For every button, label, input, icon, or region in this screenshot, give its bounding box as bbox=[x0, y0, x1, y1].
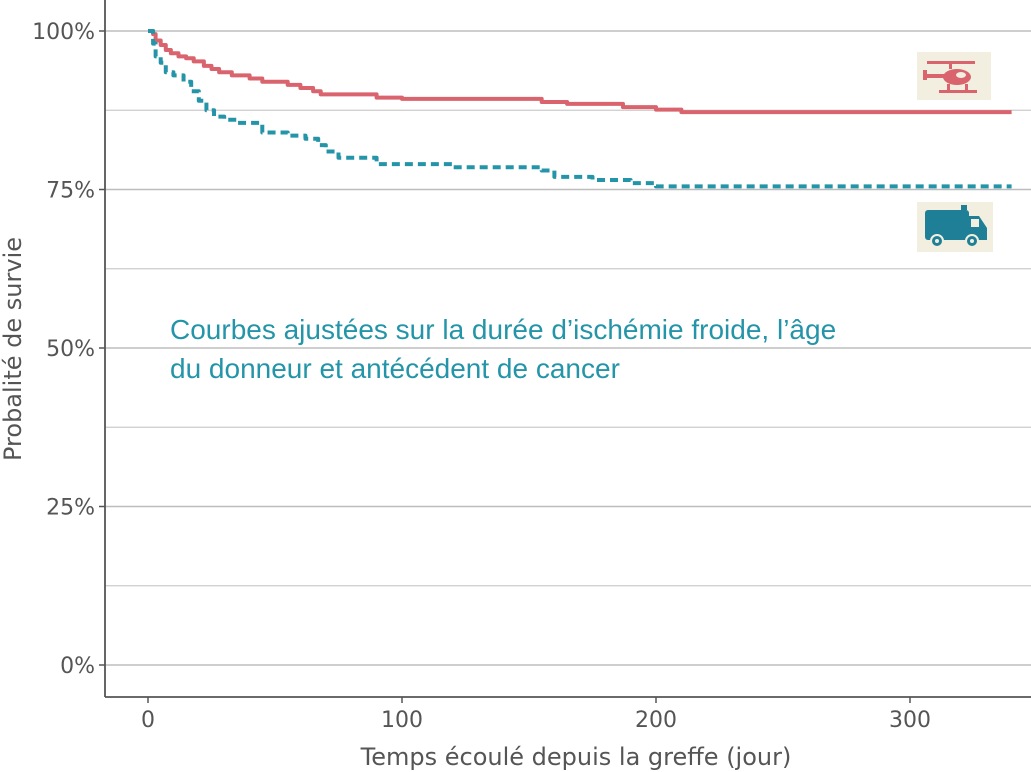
x-tick-label: 0 bbox=[141, 708, 155, 733]
annotation-line-2: du donneur et antécédent de cancer bbox=[170, 353, 620, 384]
y-axis-title: Probalité de survie bbox=[0, 237, 27, 461]
ambulance-survival-line bbox=[148, 29, 1012, 189]
helicopter-icon bbox=[917, 52, 991, 100]
grid-layer bbox=[105, 30, 1031, 666]
y-tick-label: 100% bbox=[32, 20, 95, 45]
axis-layer: 0% 25% 50% 75% 100% 0 100 200 300 bbox=[32, 0, 1031, 733]
annotation-line-1: Courbes ajustées sur la durée d’ischémie… bbox=[170, 314, 836, 345]
series-layer bbox=[148, 29, 1012, 189]
helicopter-survival-line bbox=[148, 29, 1012, 115]
ambulance-icon bbox=[917, 202, 993, 252]
x-tick-label: 300 bbox=[889, 708, 931, 733]
y-tick-label: 25% bbox=[46, 496, 95, 521]
x-tick-label: 100 bbox=[381, 708, 423, 733]
x-axis-title: Temps écoulé depuis la greffe (jour) bbox=[360, 743, 792, 771]
y-tick-label: 50% bbox=[46, 337, 95, 362]
y-tick-label: 75% bbox=[46, 179, 95, 204]
x-tick-label: 200 bbox=[635, 708, 677, 733]
y-tick-label: 0% bbox=[60, 654, 95, 679]
